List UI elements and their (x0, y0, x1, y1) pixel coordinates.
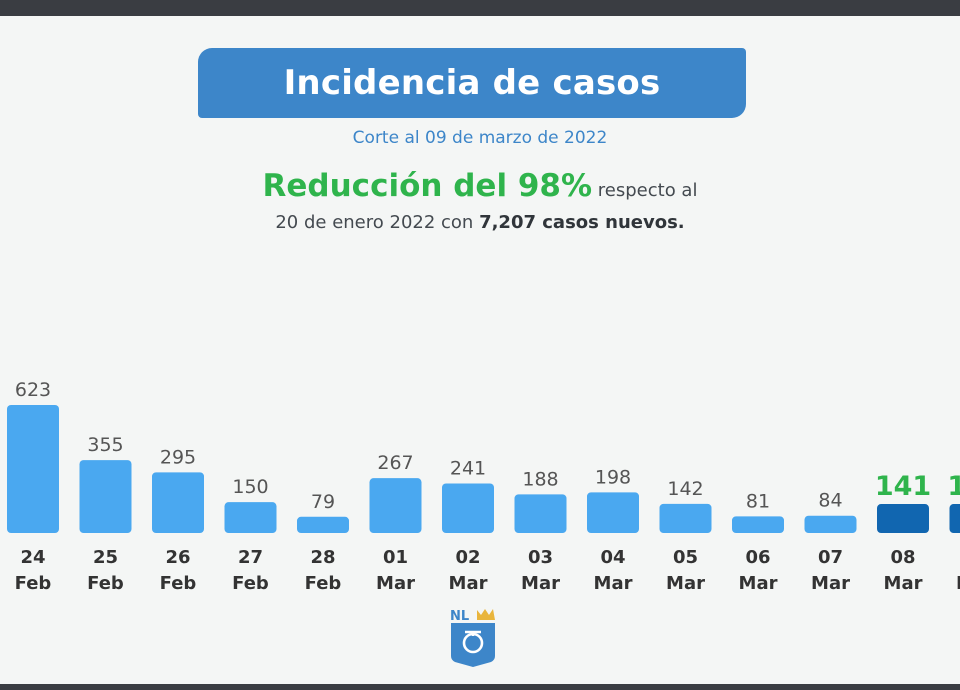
bar (152, 472, 204, 533)
x-tick-month: Mar (376, 573, 415, 594)
bar-value-label: 150 (232, 476, 268, 498)
bar (442, 483, 494, 533)
bar-value-label: 81 (746, 490, 770, 512)
bar-value-label: 623 (15, 379, 51, 401)
bar-value-label: 295 (160, 446, 196, 468)
bar (587, 492, 639, 533)
bar (79, 460, 132, 533)
x-tick-day: 05 (673, 547, 698, 568)
headline-rest: respecto al (592, 180, 698, 201)
bar (7, 405, 59, 533)
bar (369, 478, 422, 533)
x-tick-day: 08 (890, 547, 915, 568)
bar (732, 516, 784, 533)
x-tick-month: Mar (956, 573, 960, 594)
x-tick-month: Mar (521, 573, 560, 594)
bar (224, 502, 277, 533)
bar-value-label: 79 (311, 491, 335, 513)
new-cases-count: 7,207 casos nuevos. (479, 212, 685, 233)
bar (297, 516, 349, 533)
x-tick-day: 26 (165, 547, 190, 568)
bar-value-label: 142 (667, 478, 703, 500)
logo-text: NL (450, 609, 469, 624)
x-tick-day: 24 (20, 547, 45, 568)
x-tick-day: 25 (93, 547, 118, 568)
headline: Reducción del 98% respecto al (0, 168, 960, 204)
bar (804, 515, 857, 533)
bar-chart: 623 24 Feb 355 25 Feb 295 26 Feb 150 27 Feb 79 28 Feb 2… (7, 379, 960, 594)
slide: Incidencia de casos Corte al 09 de marzo… (0, 16, 960, 684)
bar-value-label: 241 (450, 457, 486, 479)
x-tick-month: Feb (160, 573, 197, 594)
bar (514, 494, 567, 533)
x-tick-month: Feb (232, 573, 269, 594)
nuevo-leon-shield-icon: NL (450, 609, 495, 667)
x-tick-day: 07 (818, 547, 843, 568)
bar (949, 504, 960, 533)
x-tick-day: 02 (455, 547, 480, 568)
page-title: Incidencia de casos (283, 63, 661, 103)
x-tick-month: Feb (87, 573, 124, 594)
x-tick-month: Mar (449, 573, 488, 594)
x-tick-month: Mar (884, 573, 923, 594)
bar (659, 503, 712, 533)
bar-value-label: 84 (818, 490, 842, 512)
bar-value-label: 355 (87, 434, 123, 456)
x-tick-day: 01 (383, 547, 408, 568)
bar-value-label: 141 (947, 471, 960, 502)
x-tick-day: 04 (600, 547, 625, 568)
reduction-highlight: Reducción del 98% (262, 168, 593, 204)
bar-value-label: 198 (595, 466, 631, 488)
x-tick-month: Mar (739, 573, 778, 594)
bar-value-label: 267 (377, 452, 413, 474)
bar-value-label: 188 (522, 468, 558, 490)
headline-line2: 20 de enero 2022 con 7,207 casos nuevos. (0, 212, 960, 233)
cutoff-date: Corte al 09 de marzo de 2022 (352, 128, 608, 148)
x-tick-month: Mar (666, 573, 705, 594)
x-tick-month: Mar (811, 573, 850, 594)
x-tick-month: Feb (305, 573, 342, 594)
x-tick-day: 27 (238, 547, 263, 568)
x-tick-month: Mar (594, 573, 633, 594)
headline2-prefix: 20 de enero 2022 con (275, 212, 480, 233)
x-tick-day: 06 (745, 547, 770, 568)
x-tick-month: Feb (15, 573, 52, 594)
x-tick-day: 03 (528, 547, 553, 568)
x-tick-day: 28 (310, 547, 335, 568)
title-banner: Incidencia de casos (198, 48, 746, 118)
bar (877, 504, 929, 533)
bar-value-label: 141 (875, 471, 931, 502)
